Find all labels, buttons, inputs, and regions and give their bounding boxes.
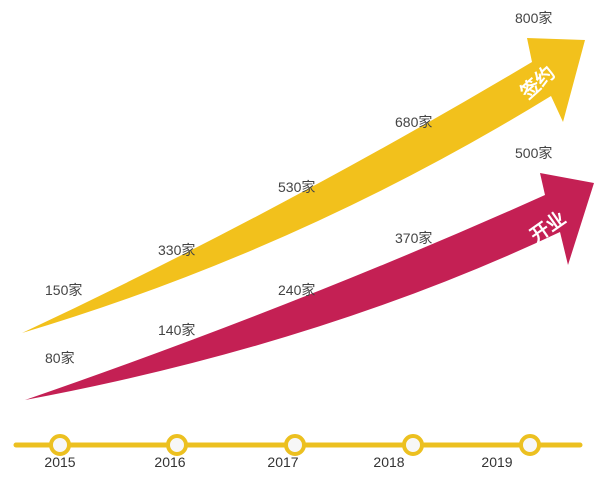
- data-label: 330家: [158, 242, 195, 258]
- signed-arrow: [22, 38, 585, 333]
- data-label: 150家: [45, 282, 82, 298]
- data-label: 370家: [395, 230, 432, 246]
- data-label: 500家: [515, 145, 552, 161]
- year-tick-label: 2018: [373, 454, 404, 470]
- year-tick-label: 2019: [481, 454, 512, 470]
- data-label: 80家: [45, 350, 75, 366]
- timeline-node: [166, 434, 188, 456]
- data-label: 680家: [395, 114, 432, 130]
- year-tick-label: 2015: [44, 454, 75, 470]
- data-label: 800家: [515, 10, 552, 26]
- year-tick-label: 2016: [154, 454, 185, 470]
- data-label: 240家: [278, 282, 315, 298]
- timeline-node: [519, 434, 541, 456]
- data-label: 140家: [158, 322, 195, 338]
- timeline-node: [49, 434, 71, 456]
- year-tick-label: 2017: [267, 454, 298, 470]
- data-label: 530家: [278, 179, 315, 195]
- timeline-node: [402, 434, 424, 456]
- timeline-node: [284, 434, 306, 456]
